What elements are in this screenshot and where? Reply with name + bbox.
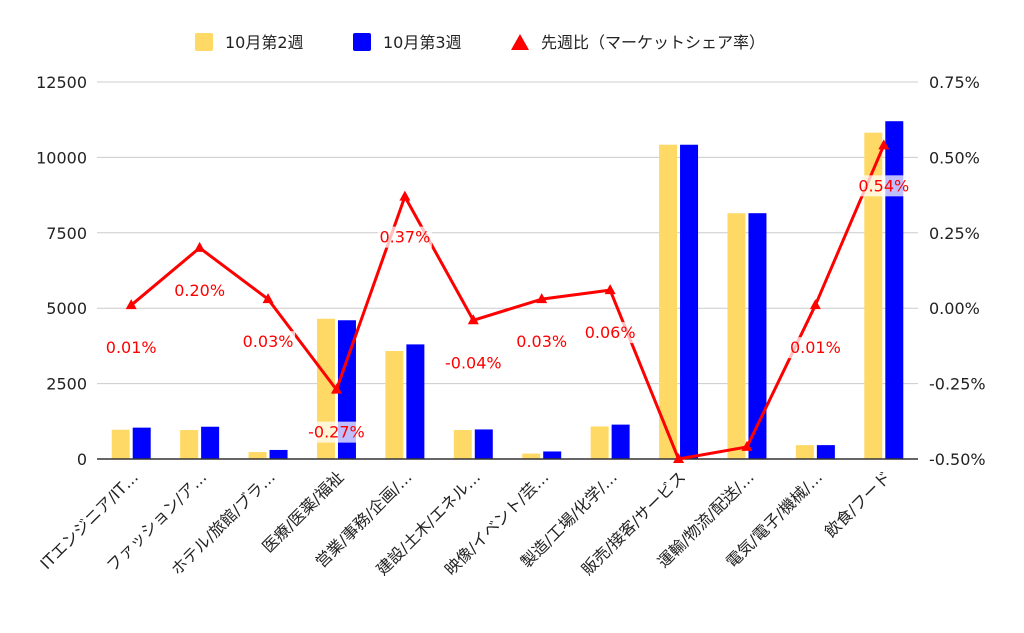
share-point-marker <box>125 299 137 310</box>
left-tick-label: 10000 <box>36 148 87 167</box>
bar-week2 <box>453 430 472 459</box>
data-label: -0.27% <box>308 423 365 442</box>
category-labels: ITエンジニア/IT…ファッション/ア…ホテル/旅館/ブラ…医療/医薬/福祉営業… <box>36 467 894 579</box>
bar-week3 <box>680 144 699 460</box>
bar-week3 <box>885 121 904 459</box>
gridlines <box>97 81 918 385</box>
bar-week2 <box>795 445 814 459</box>
data-label-bg <box>856 175 911 197</box>
share-point-marker <box>330 383 342 394</box>
share-line <box>125 139 890 463</box>
data-label-bg <box>788 337 843 359</box>
right-axis: -0.50% -0.25% 0.00% 0.25% 0.50% 0.75% <box>929 73 986 469</box>
bar-week2 <box>248 452 267 459</box>
share-point-marker <box>741 440 753 451</box>
right-tick-label: 0.25% <box>929 224 980 243</box>
bar-week3 <box>201 426 220 459</box>
right-tick-label: -0.50% <box>929 450 986 469</box>
data-label: 0.01% <box>790 338 841 357</box>
legend-swatch <box>195 33 213 51</box>
share-point-marker <box>673 453 685 463</box>
bars <box>111 121 904 460</box>
data-label: 0.37% <box>379 228 430 247</box>
data-label: 0.03% <box>243 332 294 351</box>
bar-week2 <box>590 426 609 459</box>
data-label-bg <box>104 337 159 359</box>
bar-week2 <box>111 429 130 459</box>
bar-week2 <box>864 132 883 459</box>
data-label: 0.03% <box>516 332 567 351</box>
data-label-bg <box>304 421 369 443</box>
left-axis: 0 2500 5000 7500 10000 12500 <box>36 73 87 469</box>
share-point-marker <box>194 241 206 252</box>
right-tick-label: -0.25% <box>929 375 986 394</box>
legend-label: 10月第3週 <box>383 33 462 52</box>
data-label: 0.06% <box>585 323 636 342</box>
share-point-marker <box>536 293 548 304</box>
left-tick-label: 12500 <box>36 73 87 92</box>
category-label: 飲食/フード <box>821 467 895 541</box>
bar-week3 <box>132 427 151 459</box>
share-point-marker <box>399 190 411 201</box>
data-label-bg <box>241 331 296 353</box>
data-label-bg <box>514 331 569 353</box>
share-point-marker <box>878 139 890 150</box>
share-line-path <box>130 144 886 461</box>
data-label: 0.20% <box>174 281 225 300</box>
left-tick-label: 5000 <box>46 299 87 318</box>
right-tick-label: 0.75% <box>929 73 980 92</box>
data-label-bg <box>441 352 506 374</box>
bar-week3 <box>474 429 493 459</box>
bar-week2 <box>727 213 746 459</box>
bar-week2 <box>659 144 678 460</box>
share-point-marker <box>467 314 479 325</box>
bar-week3 <box>269 449 288 459</box>
legend-label: 先週比（マーケットシェア率） <box>541 33 765 52</box>
data-label: 0.01% <box>106 338 157 357</box>
right-tick-label: 0.00% <box>929 299 980 318</box>
legend-swatch <box>353 33 371 51</box>
data-label-bg <box>172 279 227 301</box>
share-point-marker <box>604 284 616 295</box>
left-tick-label: 0 <box>77 450 87 469</box>
left-tick-label: 7500 <box>46 224 87 243</box>
bar-week2 <box>522 453 541 459</box>
bar-week3 <box>543 451 562 459</box>
data-label-bg <box>583 322 638 344</box>
left-tick-label: 2500 <box>46 375 87 394</box>
data-label: 0.54% <box>858 176 909 195</box>
share-point-marker <box>262 293 274 304</box>
bar-week2 <box>180 430 199 459</box>
data-label-bg <box>377 226 432 248</box>
bar-week3 <box>611 424 630 459</box>
legend-label: 10月第2週 <box>225 33 304 52</box>
data-label: -0.04% <box>445 353 502 372</box>
data-labels: 0.01% 0.20% 0.03% -0.27% 0.37% -0.04% 0.03% 0.0… <box>104 175 911 443</box>
bar-week3 <box>748 213 767 459</box>
bar-week2 <box>385 351 404 459</box>
legend: 10月第2週 10月第3週 先週比（マーケットシェア率） <box>195 33 765 52</box>
legend-triangle-icon <box>511 34 529 50</box>
right-tick-label: 0.50% <box>929 148 980 167</box>
share-point-marker <box>809 299 821 310</box>
bar-week3 <box>816 445 835 459</box>
bar-week3 <box>406 344 425 459</box>
